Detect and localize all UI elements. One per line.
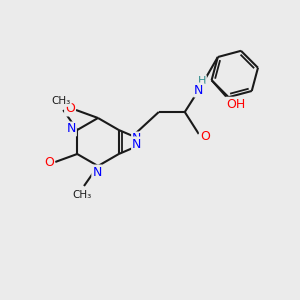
Text: O: O	[65, 103, 75, 116]
Text: N: N	[132, 133, 142, 146]
Text: OH: OH	[226, 98, 245, 111]
Text: N: N	[92, 166, 102, 178]
Text: O: O	[44, 157, 54, 169]
Text: N: N	[67, 122, 76, 136]
Text: CH₃: CH₃	[72, 190, 92, 200]
Text: CH₃: CH₃	[52, 96, 71, 106]
Text: N: N	[132, 137, 142, 151]
Text: N: N	[194, 83, 203, 97]
Text: H: H	[198, 76, 206, 86]
Text: O: O	[200, 130, 210, 142]
